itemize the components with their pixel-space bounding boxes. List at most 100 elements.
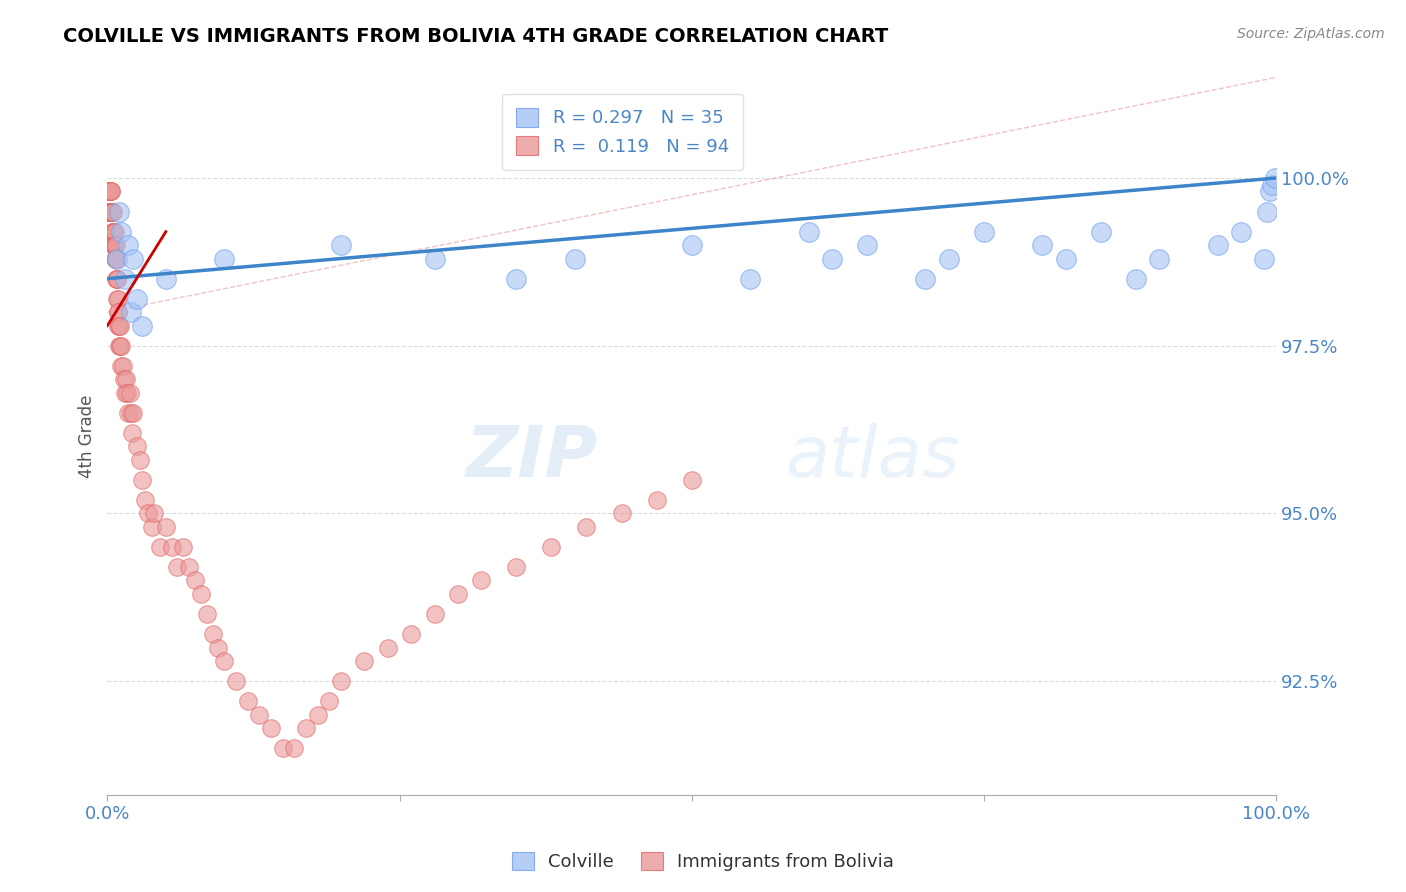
- Point: [236, 694, 259, 708]
- Point: [112, 372, 135, 386]
- Point: [100, 185, 122, 199]
- Point: [98, 185, 121, 199]
- Point: [470, 574, 492, 588]
- Point: [107, 292, 129, 306]
- Point: [207, 640, 229, 655]
- Point: [108, 318, 131, 333]
- Point: [101, 225, 124, 239]
- Point: [110, 225, 132, 239]
- Point: [120, 305, 142, 319]
- Point: [121, 425, 143, 440]
- Point: [575, 520, 598, 534]
- Point: [104, 238, 127, 252]
- Point: [856, 238, 879, 252]
- Point: [973, 225, 995, 239]
- Point: [117, 406, 139, 420]
- Point: [260, 721, 283, 735]
- Point: [212, 654, 235, 668]
- Point: [125, 292, 148, 306]
- Point: [122, 252, 145, 266]
- Point: [100, 185, 122, 199]
- Point: [447, 587, 470, 601]
- Point: [98, 204, 121, 219]
- Point: [104, 225, 127, 239]
- Point: [377, 640, 399, 655]
- Point: [108, 339, 131, 353]
- Point: [914, 271, 936, 285]
- Point: [97, 185, 120, 199]
- Point: [107, 305, 129, 319]
- Point: [399, 627, 422, 641]
- Point: [353, 654, 375, 668]
- Point: [155, 271, 177, 285]
- Point: [98, 185, 121, 199]
- Point: [184, 574, 207, 588]
- Point: [103, 225, 125, 239]
- Point: [105, 292, 128, 306]
- Point: [681, 238, 703, 252]
- Point: [1206, 238, 1229, 252]
- Point: [97, 185, 120, 199]
- Point: [105, 271, 128, 285]
- Point: [201, 627, 224, 641]
- Point: [318, 694, 340, 708]
- Point: [564, 252, 586, 266]
- Point: [110, 359, 132, 373]
- Point: [98, 185, 121, 199]
- Point: [938, 252, 960, 266]
- Legend: Colville, Immigrants from Bolivia: Colville, Immigrants from Bolivia: [505, 845, 901, 879]
- Point: [307, 707, 329, 722]
- Point: [295, 721, 318, 735]
- Text: ZIP: ZIP: [465, 424, 598, 492]
- Point: [423, 607, 446, 621]
- Point: [271, 741, 294, 756]
- Point: [330, 674, 353, 689]
- Point: [110, 339, 132, 353]
- Point: [645, 492, 668, 507]
- Point: [141, 520, 163, 534]
- Point: [122, 406, 145, 420]
- Point: [107, 318, 129, 333]
- Point: [423, 252, 446, 266]
- Point: [212, 252, 235, 266]
- Point: [97, 204, 120, 219]
- Point: [111, 359, 134, 373]
- Point: [105, 252, 128, 266]
- Point: [110, 339, 132, 353]
- Point: [505, 560, 527, 574]
- Point: [131, 318, 153, 333]
- Point: [101, 204, 124, 219]
- Point: [98, 204, 121, 219]
- Point: [738, 271, 761, 285]
- Point: [1031, 238, 1053, 252]
- Point: [108, 318, 131, 333]
- Point: [104, 252, 127, 266]
- Point: [101, 204, 124, 219]
- Point: [104, 252, 127, 266]
- Point: [100, 204, 122, 219]
- Point: [118, 385, 141, 400]
- Point: [190, 587, 212, 601]
- Point: [330, 238, 353, 252]
- Point: [114, 385, 136, 400]
- Point: [104, 238, 127, 252]
- Y-axis label: 4th Grade: 4th Grade: [79, 394, 96, 478]
- Point: [105, 271, 128, 285]
- Point: [505, 271, 527, 285]
- Point: [115, 372, 138, 386]
- Point: [1147, 252, 1170, 266]
- Point: [131, 473, 153, 487]
- Point: [166, 560, 188, 574]
- Point: [103, 238, 125, 252]
- Point: [681, 473, 703, 487]
- Point: [149, 540, 172, 554]
- Point: [225, 674, 247, 689]
- Point: [610, 507, 633, 521]
- Point: [103, 238, 125, 252]
- Point: [120, 406, 142, 420]
- Point: [117, 238, 139, 252]
- Point: [108, 204, 131, 219]
- Legend: R = 0.297   N = 35, R =  0.119   N = 94: R = 0.297 N = 35, R = 0.119 N = 94: [502, 94, 744, 170]
- Point: [103, 238, 125, 252]
- Point: [1090, 225, 1112, 239]
